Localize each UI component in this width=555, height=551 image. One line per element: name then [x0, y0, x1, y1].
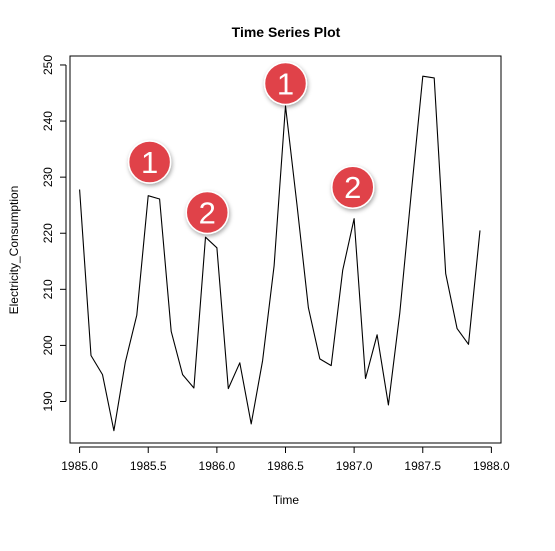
y-axis-label: Electricity_Consumption — [7, 186, 21, 315]
annotation-number: 2 — [199, 195, 216, 230]
annotation-layer: 1 2 1 2 — [127, 61, 375, 235]
y-tick-label: 240 — [41, 111, 55, 131]
annotation-badge: 2 — [331, 165, 375, 209]
y-tick-label: 210 — [41, 279, 55, 299]
annotation-badge: 1 — [127, 140, 172, 184]
y-tick-label: 250 — [41, 55, 55, 75]
x-axis-label: Time — [273, 493, 300, 507]
y-tick-label: 220 — [41, 223, 55, 243]
x-tick-label: 1986.0 — [199, 459, 236, 473]
x-tick-label: 1988.0 — [473, 459, 510, 473]
series-line — [79, 75, 481, 432]
x-tick-label: 1985.5 — [130, 459, 167, 473]
annotation-circle — [263, 61, 308, 106]
annotation-number: 1 — [277, 66, 294, 101]
annotation-circle — [127, 140, 172, 184]
y-tick-label: 200 — [41, 335, 55, 355]
annotation-circle — [331, 165, 375, 209]
y-tick-label: 230 — [41, 167, 55, 187]
y-axis: 190 200 210 220 230 240 250 — [41, 55, 67, 412]
annotation-badge: 1 — [263, 61, 308, 106]
x-tick-label: 1985.0 — [61, 459, 98, 473]
plot-frame — [69, 55, 502, 444]
annotation-number: 2 — [344, 170, 361, 205]
chart-title: Time Series Plot — [232, 24, 341, 40]
y-tick-label: 190 — [41, 391, 55, 411]
annotation-circle — [185, 190, 230, 235]
series-layer — [79, 75, 481, 432]
x-tick-label: 1987.5 — [404, 459, 441, 473]
x-axis: 1985.0 1985.5 1986.0 1986.5 1987.0 1987.5 1988… — [61, 446, 510, 473]
annotation-number: 1 — [141, 145, 158, 180]
annotation-badge: 2 — [185, 190, 230, 235]
x-tick-label: 1987.0 — [336, 459, 373, 473]
x-tick-label: 1986.5 — [267, 459, 304, 473]
